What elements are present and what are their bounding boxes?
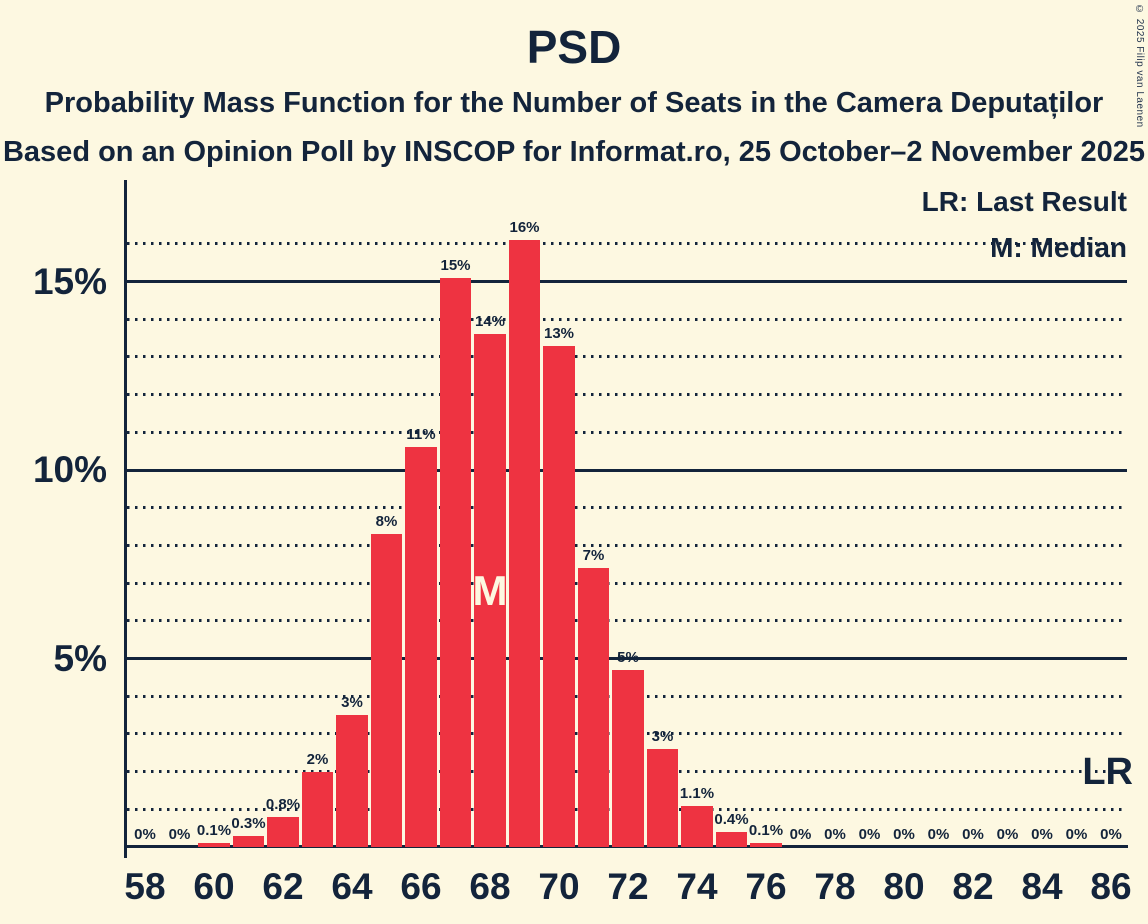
- x-tick-label: 60: [193, 866, 235, 907]
- gridline-dotted: [127, 619, 1127, 623]
- gridline-dotted: [127, 506, 1127, 510]
- bar: [646, 748, 679, 847]
- legend-last-result: LR: Last Result: [921, 186, 1127, 217]
- x-tick-label: 66: [400, 866, 442, 907]
- bar: [543, 345, 575, 847]
- median-marker: M: [472, 566, 508, 614]
- x-tick-label: 68: [469, 866, 511, 907]
- x-tick-label: 64: [331, 866, 373, 907]
- bar-value-label: 3%: [341, 694, 363, 712]
- bar-value-label: 5%: [617, 648, 639, 666]
- bar-value-label: 0%: [996, 826, 1019, 843]
- bar: [439, 277, 472, 847]
- bar-value-label: 7%: [582, 547, 605, 565]
- bar: [370, 534, 403, 847]
- legend-median: M: Median: [990, 232, 1127, 263]
- bar-value-label: 3%: [651, 727, 674, 745]
- gridline-dotted: [127, 543, 1127, 547]
- bar: [612, 669, 644, 847]
- y-tick-label: 5%: [53, 637, 107, 679]
- bar-value-label: 14%: [474, 313, 506, 331]
- bar: [577, 568, 610, 847]
- x-tick-label: 70: [538, 866, 580, 907]
- bar: [198, 843, 230, 847]
- bar: [405, 447, 437, 847]
- gridline-dotted: [127, 430, 1127, 434]
- bar: [715, 831, 748, 847]
- gridline-solid: [127, 657, 1127, 660]
- x-tick-label: 76: [745, 866, 787, 907]
- bar: [301, 771, 334, 847]
- bar: [474, 334, 506, 847]
- bar: [681, 805, 713, 847]
- bar-value-label: 0.4%: [714, 810, 749, 828]
- y-tick-label: 10%: [32, 449, 107, 490]
- gridline-dotted: [127, 581, 1127, 585]
- gridline-dotted: [127, 393, 1127, 397]
- bar-value-label: 0.1%: [748, 822, 784, 840]
- bar-value-label: 0%: [1031, 826, 1053, 843]
- gridline-dotted: [127, 317, 1127, 321]
- y-axis-line: [124, 180, 127, 858]
- x-tick-label: 62: [262, 866, 304, 907]
- bar-value-label: 0%: [168, 826, 191, 843]
- gridline-dotted: [127, 242, 1127, 246]
- bar: [508, 240, 541, 847]
- page-title: PSD: [526, 21, 622, 73]
- x-tick-label: 84: [1021, 866, 1063, 907]
- bar-value-label: 0%: [824, 826, 846, 843]
- x-tick-label: 72: [607, 866, 649, 907]
- chart-source-line: Based on an Opinion Poll by INSCOP for I…: [2, 136, 1146, 168]
- y-tick-label: 15%: [32, 260, 107, 302]
- x-tick-label: 80: [883, 866, 925, 907]
- bar-value-label: 0%: [789, 826, 812, 843]
- bar-value-label: 0%: [858, 826, 881, 843]
- bar-value-label: 1.1%: [679, 784, 715, 802]
- bar-value-label: 0.3%: [231, 814, 266, 832]
- bar-value-label: 13%: [543, 324, 575, 342]
- bar: [267, 816, 299, 847]
- bar-value-label: 0%: [962, 826, 984, 843]
- x-tick-label: 58: [124, 866, 166, 907]
- bar-value-label: 15%: [440, 256, 471, 274]
- bar-value-label: 0%: [134, 826, 156, 843]
- gridline-solid: [127, 468, 1127, 472]
- bar-value-label: 11%: [406, 426, 436, 444]
- gridline-solid: [127, 280, 1127, 283]
- last-result-marker: LR: [1082, 750, 1133, 793]
- bar-value-label: 16%: [509, 219, 540, 237]
- bar-value-label: 0.1%: [196, 822, 232, 840]
- bar-value-label: 2%: [306, 750, 329, 768]
- bar: [336, 715, 368, 847]
- chart-subtitle: Probability Mass Function for the Number…: [44, 87, 1104, 119]
- x-tick-label: 78: [814, 866, 856, 907]
- x-tick-label: 86: [1090, 866, 1132, 907]
- copyright-note: © 2025 Filip van Laenen: [1134, 4, 1145, 128]
- bar: [232, 835, 265, 847]
- bar: [750, 843, 782, 847]
- bar-value-label: 0.8%: [265, 795, 301, 813]
- bar-value-label: 0%: [893, 826, 915, 843]
- bar-value-label: 0%: [1065, 826, 1088, 843]
- x-tick-label: 82: [952, 866, 994, 907]
- bar-value-label: 0%: [927, 826, 950, 843]
- x-tick-label: 74: [676, 866, 718, 907]
- bar-value-label: 8%: [375, 513, 398, 531]
- gridline-dotted: [127, 355, 1127, 359]
- bar-value-label: 0%: [1100, 826, 1122, 843]
